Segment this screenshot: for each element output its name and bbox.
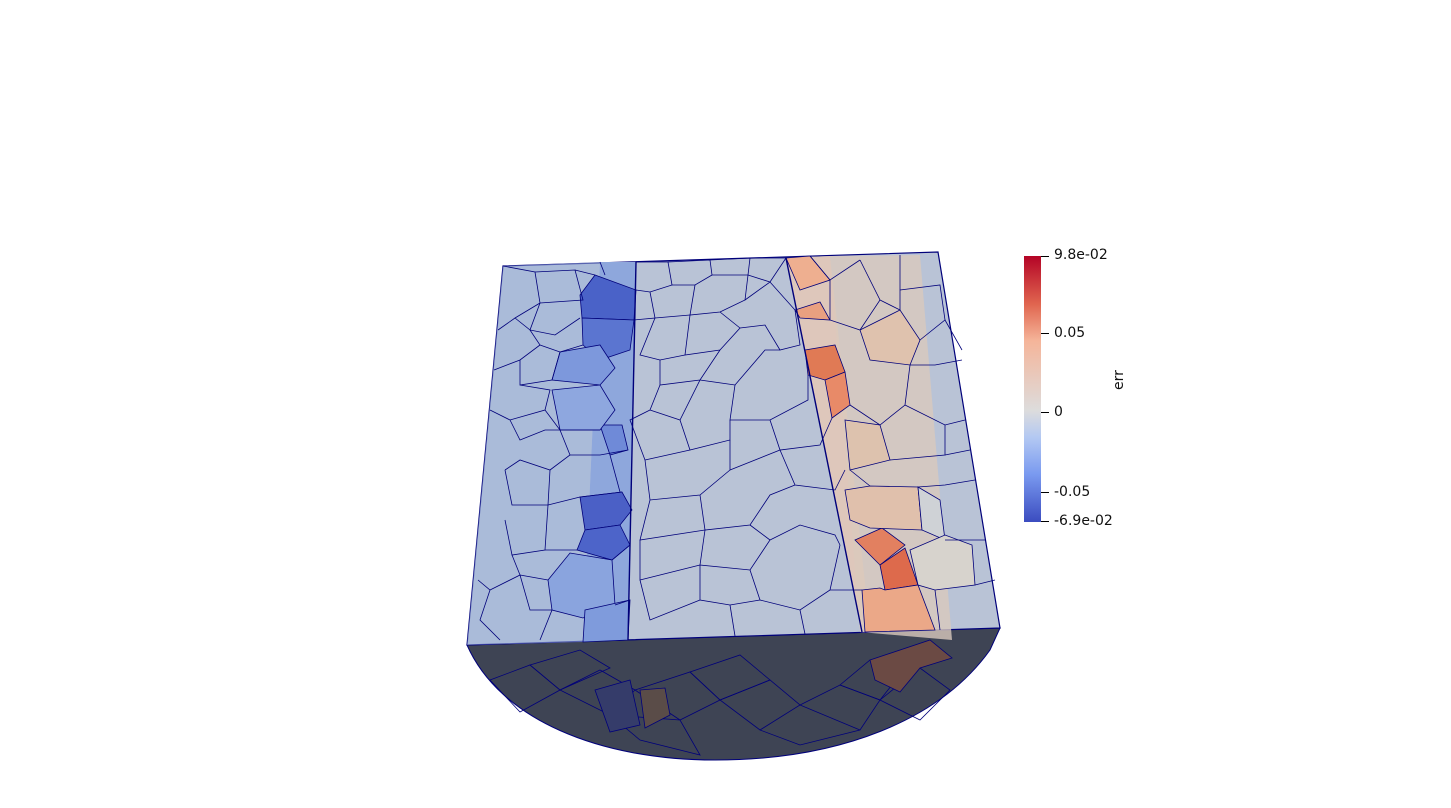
- colorbar-tick-max: [1041, 256, 1049, 257]
- mesh-bottom-red-cell: [869, 639, 953, 693]
- colorbar: 9.8e-02 0.05 0 -0.05 -6.9e-02: [1024, 248, 1114, 529]
- colorbar-label: -0.05: [1054, 484, 1091, 500]
- colorbar-label-max: 9.8e-02: [1054, 247, 1108, 263]
- colorbar-tick: [1041, 333, 1049, 334]
- colorbar-label: 0: [1054, 404, 1063, 420]
- colorbar-tick-min: [1041, 521, 1049, 522]
- colorbar-tick: [1041, 412, 1049, 413]
- colorbar-gradient: [1024, 256, 1041, 522]
- colorbar-tick: [1041, 492, 1049, 493]
- colorbar-label-min: -6.9e-02: [1054, 513, 1113, 529]
- colorbar-title: err: [1111, 370, 1127, 390]
- colorbar-label: 0.05: [1054, 325, 1086, 341]
- mesh-bottom-blue-cell: [594, 679, 641, 733]
- mesh-bottom-face: [466, 627, 1001, 761]
- mesh-cell-edges: [477, 255, 996, 641]
